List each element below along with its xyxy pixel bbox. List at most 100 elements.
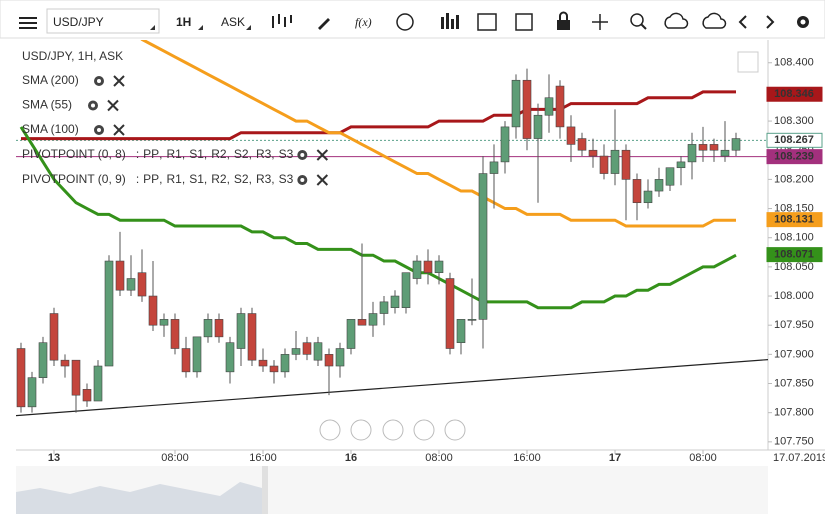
function-button[interactable]: f(x) [355, 15, 372, 29]
price-tag [766, 86, 823, 102]
price-type[interactable]: ASK [221, 15, 245, 29]
legend-settings[interactable] [94, 125, 104, 135]
price-tag-label: 108.346 [774, 88, 814, 100]
price-tag-label: 108.131 [774, 214, 814, 226]
chart-type-button[interactable] [272, 14, 292, 28]
candle-body [676, 161, 686, 169]
date-label: 17.07.2019 [773, 452, 825, 464]
y-tick-label: 107.850 [774, 377, 814, 389]
candle-body [489, 161, 499, 174]
zoom-controls [319, 419, 466, 441]
navigator [16, 466, 768, 514]
settings-button[interactable] [797, 16, 809, 28]
navigator-handle[interactable] [262, 466, 268, 514]
interval[interactable]: 1H [176, 15, 191, 29]
candle-body [445, 278, 455, 349]
calendar-button[interactable] [477, 13, 497, 31]
candle-body [643, 190, 653, 204]
candle-body [511, 79, 521, 128]
plot-area [16, 40, 768, 417]
pivot-item: PP [143, 172, 159, 186]
y-tick-label: 107.800 [774, 407, 814, 419]
zoom-in[interactable] [413, 419, 435, 441]
x-tick-label: 08:00 [161, 452, 189, 464]
candle-body [390, 295, 400, 308]
pivot-item: S2 [234, 172, 249, 186]
x-tick-label: 08:00 [689, 452, 717, 464]
pan-right[interactable] [444, 419, 466, 441]
legend-separator: , [204, 172, 207, 186]
dropdown-arrow [198, 25, 203, 30]
legend-entry: PIVOTPOINT (0, 8) [22, 147, 126, 161]
info-button[interactable] [396, 13, 414, 31]
legend-separator: , [159, 172, 162, 186]
remove-icon[interactable] [113, 75, 125, 87]
zoom-button[interactable] [630, 13, 647, 30]
x-tick-label: 16 [345, 452, 357, 464]
scroll-left-button[interactable] [738, 15, 747, 29]
volume-button[interactable] [441, 13, 459, 29]
zoom-out[interactable] [350, 419, 372, 441]
gear-hole [300, 153, 305, 157]
menu-button[interactable] [19, 17, 37, 29]
reset-zoom[interactable] [382, 419, 404, 441]
lock-button[interactable] [557, 11, 570, 31]
crosshair-button[interactable] [592, 14, 608, 30]
candle-body [247, 313, 257, 361]
download-button[interactable] [702, 12, 727, 29]
symbol-select[interactable] [46, 8, 160, 34]
legend-separator: , [249, 172, 252, 186]
remove-icon[interactable] [316, 174, 329, 186]
candle-body [148, 295, 158, 326]
candle-body [709, 144, 719, 151]
candle-body [181, 348, 191, 373]
pivot-item: R2 [211, 147, 227, 161]
candle-body [434, 260, 444, 274]
expand-button[interactable] [737, 51, 759, 73]
scroll-right-button[interactable] [766, 15, 775, 29]
legend-settings[interactable] [297, 175, 308, 185]
price-tag [766, 212, 823, 228]
candle-body [49, 313, 59, 361]
remove-icon[interactable] [113, 124, 125, 136]
remove-icon[interactable] [107, 99, 119, 112]
legend-settings[interactable] [94, 76, 104, 86]
report-button[interactable] [515, 13, 533, 31]
candle-body [720, 149, 730, 157]
legend-separator: , [227, 147, 230, 161]
pivot-item: S3 [279, 147, 294, 161]
candle-body [60, 359, 70, 367]
candle-body [654, 179, 664, 192]
candle-body [577, 138, 587, 151]
draw-button[interactable] [318, 18, 330, 30]
candle-body [346, 319, 356, 349]
pivot-item: R1 [167, 147, 183, 161]
candle-body [621, 149, 631, 180]
legend-separator: , [249, 147, 252, 161]
y-tick-label: 107.900 [774, 348, 814, 360]
legend-separator: : [136, 172, 139, 186]
candle-body [731, 138, 741, 151]
candle-body [401, 272, 411, 308]
candle-body [478, 173, 488, 320]
price-tag-label: 108.071 [774, 249, 814, 261]
dropdown-arrow [150, 25, 155, 30]
x-tick-label: 13 [48, 452, 60, 464]
legend-entry: SMA (55) [22, 98, 72, 112]
candle-body [456, 319, 466, 343]
candle-body [566, 126, 576, 145]
candle-body [93, 365, 103, 402]
trendline [16, 359, 768, 417]
legend-separator: , [204, 147, 207, 161]
legend-settings[interactable] [297, 150, 308, 160]
candle-body [357, 319, 367, 326]
symbol: USD/JPY [53, 15, 104, 29]
candle-body [104, 260, 114, 367]
legend-separator: , [227, 172, 230, 186]
upload-button[interactable] [664, 12, 689, 29]
price-tag-label: 108.239 [774, 151, 814, 163]
remove-icon[interactable] [316, 149, 329, 161]
pan-left[interactable] [319, 419, 341, 441]
candle-body [610, 149, 620, 174]
legend-settings[interactable] [88, 100, 98, 111]
